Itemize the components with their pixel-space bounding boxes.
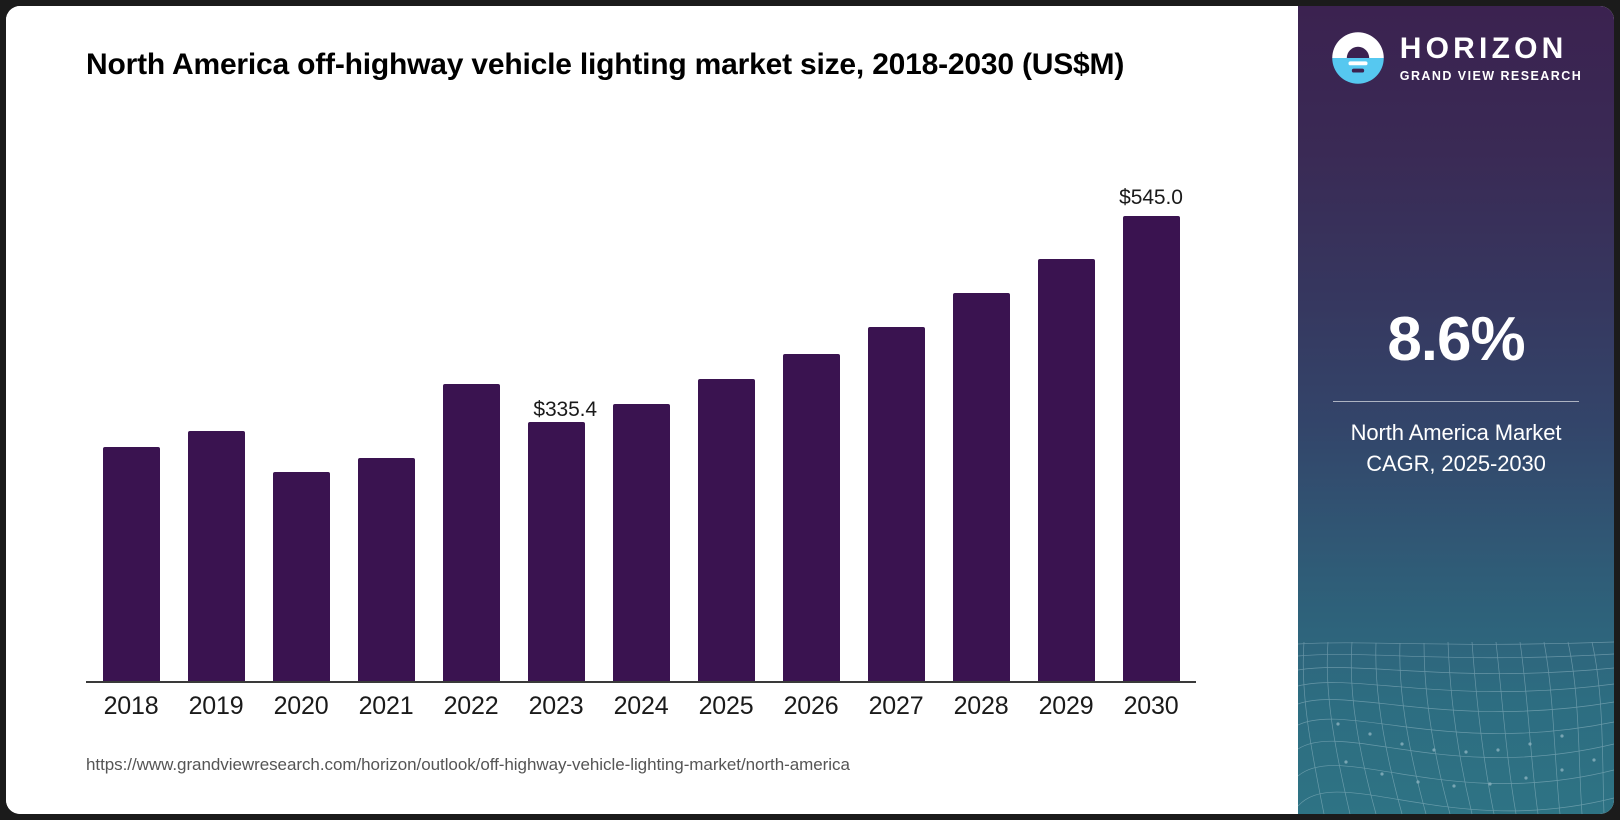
stat-sidebar: HORIZON GRAND VIEW RESEARCH 8.6% North A… xyxy=(1298,6,1614,814)
x-axis-tick-label: 2019 xyxy=(188,692,244,720)
bar[interactable] xyxy=(697,378,755,681)
brand-logo: HORIZON GRAND VIEW RESEARCH xyxy=(1298,30,1614,86)
wireframe-mesh-decoration xyxy=(1298,641,1614,814)
bar[interactable] xyxy=(102,446,160,681)
bar-value-label: $545.0 xyxy=(1119,185,1183,209)
bar-slot xyxy=(945,136,1017,681)
x-axis-tick-label: 2028 xyxy=(953,692,1009,720)
bar-slot xyxy=(1030,136,1102,681)
bar[interactable] xyxy=(442,383,500,681)
x-axis-tick-label: 2029 xyxy=(1038,692,1094,720)
bar-slot xyxy=(180,136,252,681)
cagr-caption: North America Market CAGR, 2025-2030 xyxy=(1298,418,1614,480)
x-axis-tick-label: 2030 xyxy=(1123,692,1179,720)
x-axis-line xyxy=(86,681,1196,683)
bar[interactable] xyxy=(867,326,925,681)
chart-card: North America off-highway vehicle lighti… xyxy=(6,6,1614,814)
stat-divider xyxy=(1333,401,1579,402)
brand-tagline: GRAND VIEW RESEARCH xyxy=(1399,68,1583,83)
chart-pane: North America off-highway vehicle lighti… xyxy=(6,6,1298,814)
bar[interactable] xyxy=(357,458,415,681)
bar-slot: $545.0 xyxy=(1115,136,1187,681)
brand-wordmark: HORIZON GRAND VIEW RESEARCH xyxy=(1399,31,1583,83)
bar-value-label: $335.4 xyxy=(533,397,597,421)
x-axis-tick-label: 2021 xyxy=(358,692,414,720)
bar-series: $335.4 $545.0 xyxy=(86,136,1196,681)
cagr-caption-line1: North America Market xyxy=(1350,420,1562,445)
bar-slot xyxy=(95,136,167,681)
brand-name: HORIZON xyxy=(1399,31,1568,65)
cagr-caption-line2: CAGR, 2025-2030 xyxy=(1366,450,1546,476)
bar[interactable] xyxy=(272,472,330,681)
x-axis-tick-label: 2018 xyxy=(103,692,159,720)
bar-slot xyxy=(520,136,592,681)
bar[interactable] xyxy=(527,422,585,681)
chart-title: North America off-highway vehicle lighti… xyxy=(86,48,1125,81)
x-axis-tick-label: 2020 xyxy=(273,692,329,720)
cagr-value: 8.6% xyxy=(1387,305,1525,374)
bar-slot xyxy=(350,136,422,681)
bar[interactable] xyxy=(612,403,670,681)
x-axis-tick-label: 2022 xyxy=(443,692,499,720)
x-axis-tick-label: 2023 xyxy=(528,692,584,720)
bar[interactable] xyxy=(1122,215,1180,681)
bar-slot xyxy=(435,136,507,681)
plot-area: $335.4 $545.0 xyxy=(86,136,1196,681)
bar[interactable] xyxy=(952,293,1010,681)
x-axis-tick-label: 2025 xyxy=(698,692,754,720)
bar[interactable] xyxy=(187,431,245,681)
x-axis-labels: 2018 2019 2020 2021 2022 2023 2024 2025 2026 2027… xyxy=(86,692,1196,721)
x-axis-tick-label: 2026 xyxy=(783,692,839,720)
bar-slot xyxy=(690,136,762,681)
bar-slot xyxy=(265,136,337,681)
cagr-stat-block: 8.6% North America Market CAGR, 2025-203… xyxy=(1298,304,1614,480)
bar[interactable] xyxy=(782,354,840,681)
source-url[interactable]: https://www.grandviewresearch.com/horizo… xyxy=(86,755,850,774)
horizon-sunset-icon xyxy=(1332,32,1384,84)
x-axis-tick-label: 2027 xyxy=(868,692,924,720)
x-axis-tick-label: 2024 xyxy=(613,692,669,720)
bar[interactable] xyxy=(1037,258,1095,681)
bar-slot xyxy=(775,136,847,681)
bar-slot: $335.4 xyxy=(533,136,677,681)
bar-slot xyxy=(860,136,932,681)
